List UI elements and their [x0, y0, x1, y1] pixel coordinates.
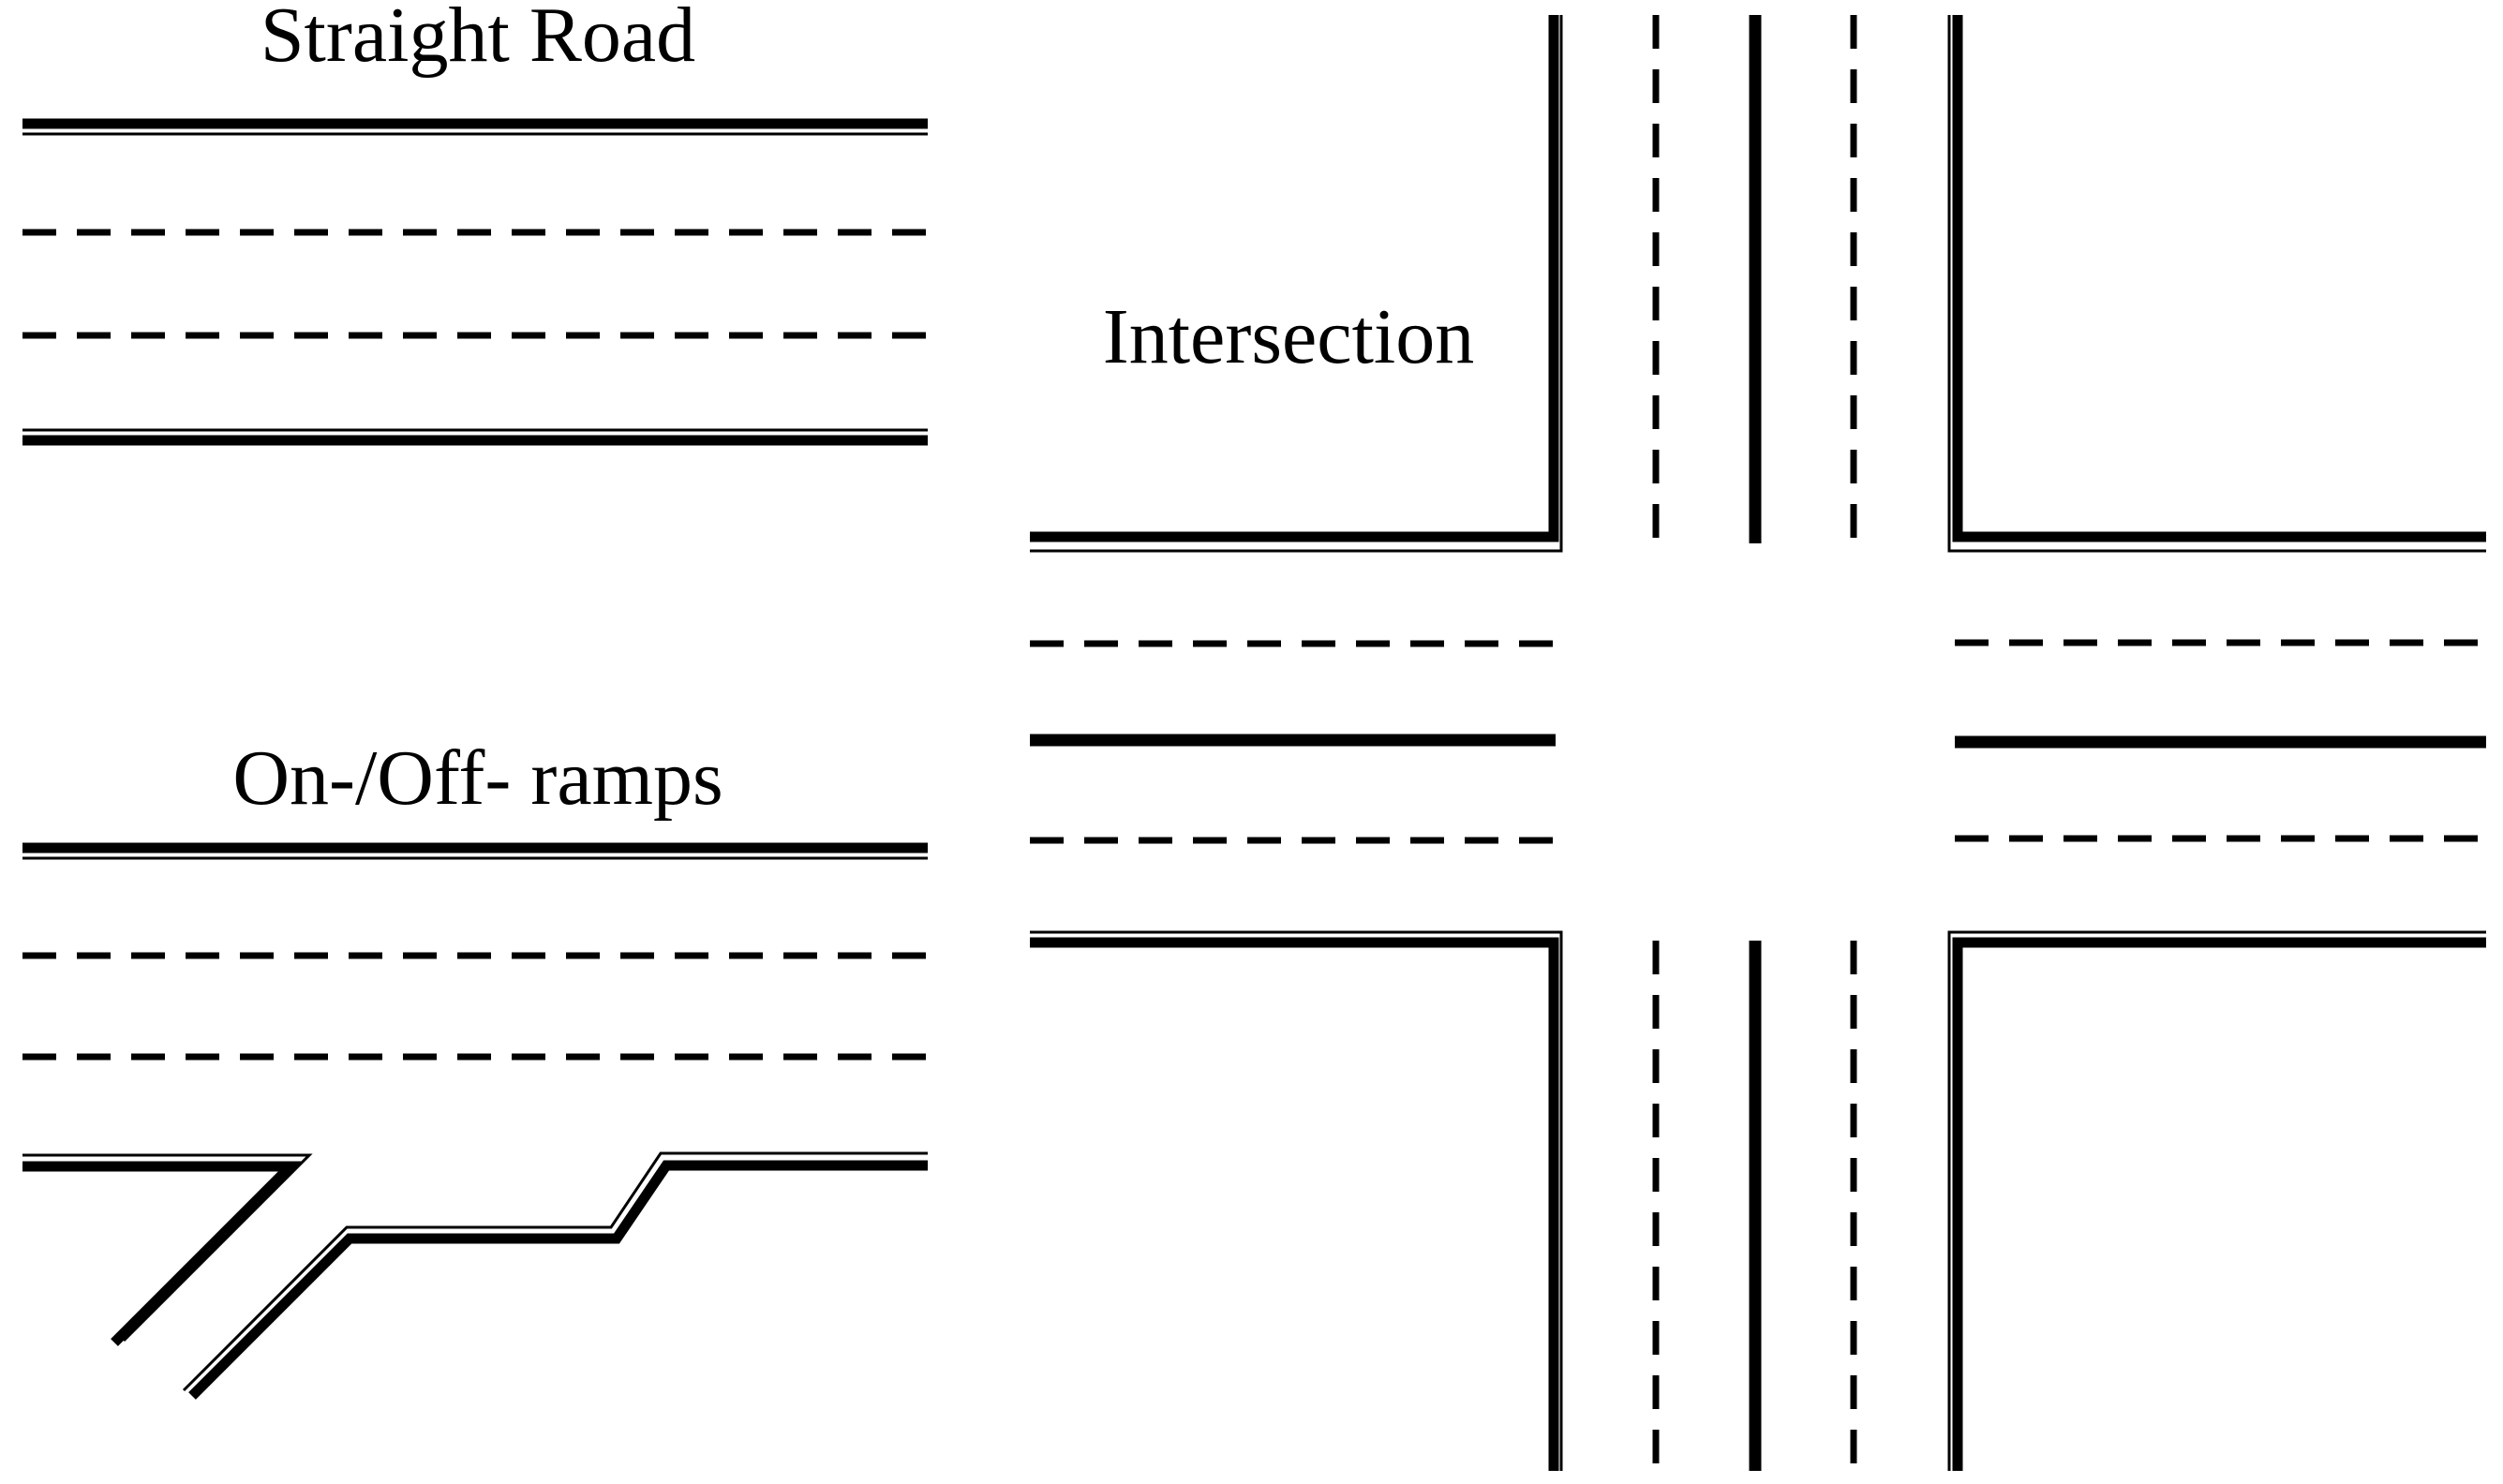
straight-road-panel: Straight Road — [22, 0, 928, 446]
intersection-panel: Intersection — [1030, 15, 2486, 1471]
straight-road-title: Straight Road — [261, 0, 695, 79]
off-ramp-edge — [22, 1153, 313, 1346]
intersection-corner-top-left — [1030, 15, 1563, 553]
ramps-title: On-/Off- ramps — [232, 735, 723, 822]
straight-road-bottom-edge — [22, 428, 928, 446]
intersection-title: Intersection — [1103, 293, 1475, 380]
ramps-top-edge — [22, 842, 928, 860]
on-ramp-edge — [182, 1151, 928, 1400]
straight-road-top-edge — [22, 118, 928, 136]
ramps-panel: On-/Off- ramps — [22, 735, 928, 1400]
intersection-corner-top-right — [1947, 15, 2486, 553]
intersection-corner-bottom-left — [1030, 930, 1563, 1471]
intersection-corner-bottom-right — [1947, 930, 2486, 1471]
